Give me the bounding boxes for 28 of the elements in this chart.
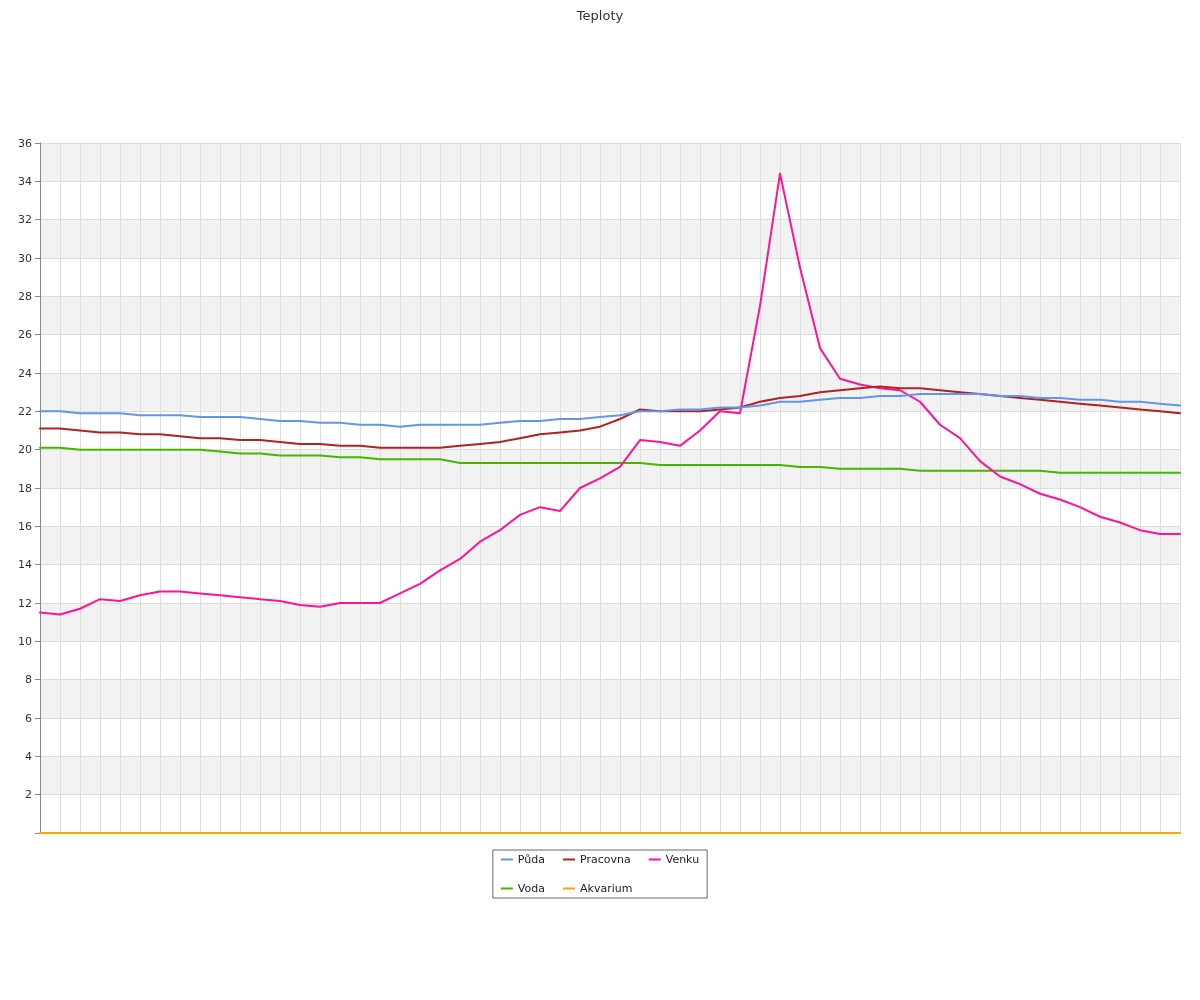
y-tick-label: 18 <box>18 481 32 495</box>
y-tick-label: 16 <box>18 519 32 533</box>
y-tick-label: 30 <box>18 251 32 265</box>
y-tick-label: 2 <box>25 788 32 802</box>
y-tick-label: 32 <box>18 213 32 227</box>
y-tick-label: 10 <box>18 634 32 648</box>
y-tick-label: 12 <box>18 596 32 610</box>
chart-title: Teploty <box>575 8 624 23</box>
line-series <box>39 446 1181 474</box>
legend-label: Voda <box>517 882 545 895</box>
y-tick-label: 26 <box>18 328 32 342</box>
legend-label: Pracovna <box>580 853 631 866</box>
legend-label: Akvarium <box>580 882 633 895</box>
y-tick-label: 6 <box>25 711 32 725</box>
y-tick-label: 8 <box>25 673 32 687</box>
y-tick-label: 4 <box>25 749 32 763</box>
y-tick-label: 28 <box>18 289 32 303</box>
legend-label: Půda <box>517 853 546 866</box>
y-tick-label: 22 <box>18 404 32 418</box>
y-tick-label: 14 <box>18 558 32 572</box>
line-series <box>39 172 1181 616</box>
y-tick-label: 36 <box>18 136 32 150</box>
y-tick-label: 34 <box>18 174 32 188</box>
legend-label: Venku <box>665 853 700 866</box>
line-series <box>39 385 1181 449</box>
y-tick-label: 24 <box>18 366 32 380</box>
y-tick-label: 20 <box>18 443 32 457</box>
line-series <box>39 393 1181 428</box>
